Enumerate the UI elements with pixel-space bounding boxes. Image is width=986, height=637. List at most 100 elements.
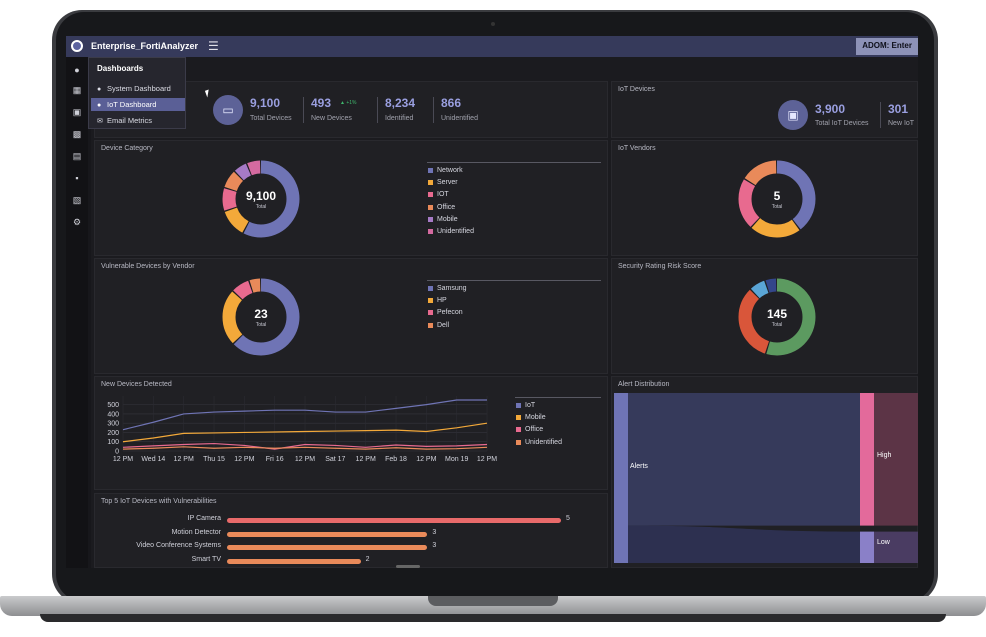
legend-label: Unidentified <box>437 228 474 235</box>
mail-icon: ✉ <box>97 118 103 125</box>
legend-item[interactable]: Pefecon <box>428 309 463 316</box>
kpi-divider <box>433 97 434 123</box>
security-rating-total-label: Total <box>771 322 783 328</box>
sankey-high-node[interactable] <box>860 393 874 526</box>
app-title: Enterprise_FortiAnalyzer <box>91 41 199 51</box>
legend-item[interactable]: Unidentified <box>428 228 474 235</box>
series-line-iot[interactable] <box>122 399 487 431</box>
series-line-unidentified[interactable] <box>122 446 488 450</box>
vulnerable-devices-slice[interactable] <box>222 278 300 356</box>
legend-swatch <box>428 168 433 173</box>
bar[interactable] <box>227 545 428 550</box>
iot-chip-icon: ▣ <box>778 100 808 130</box>
report-icon[interactable]: ▩ <box>72 129 82 139</box>
vulnerable-devices-total: 23 <box>254 307 268 321</box>
security-rating-donut <box>738 278 816 356</box>
dashboard-icon: ● <box>97 102 102 109</box>
y-tick-label: 400 <box>107 411 119 418</box>
x-tick-label: 12 PM <box>113 456 133 463</box>
hamburger-menu-icon[interactable]: ☰ <box>208 39 219 53</box>
legend-label: Server <box>437 179 458 187</box>
new-devices-delta-text: +1% <box>346 100 357 106</box>
device-category-slice[interactable] <box>222 160 300 238</box>
iot-vendors-slice[interactable] <box>738 160 816 238</box>
bar[interactable] <box>227 558 361 564</box>
storage-icon[interactable]: ▪ <box>75 173 79 183</box>
menu-item-iot-dashboard[interactable]: ● IoT Dashboard <box>91 98 185 111</box>
bar-label: Video Conference Systems <box>136 542 221 549</box>
legend-item[interactable]: Dell <box>428 322 449 329</box>
series-line-office[interactable] <box>122 442 488 450</box>
legend-swatch <box>516 427 521 433</box>
legend-label: Unidentified <box>525 438 562 446</box>
menu-item-system-dashboard[interactable]: ● System Dashboard <box>91 82 185 95</box>
left-nav-rail: ● ▦ ▣ ▩ ▤ ▪ ▧ ⚙ ☰ <box>66 57 88 568</box>
legend-swatch <box>428 180 433 186</box>
x-tick-label: 12 PM <box>174 456 194 463</box>
list-icon[interactable]: ▧ <box>72 195 82 205</box>
total-iot-label: Total IoT Devices <box>815 120 869 127</box>
legend-swatch <box>428 322 433 328</box>
horizontal-scrollbar[interactable] <box>396 565 420 568</box>
vulnerable-devices-slice[interactable] <box>222 278 300 356</box>
total-devices-value: 9,100 <box>250 96 281 110</box>
new-devices-panel: New Devices Detected 500 400 300 200 100 0 12 … <box>94 376 608 490</box>
security-rating-total: 145 <box>766 307 788 321</box>
adom-selector[interactable]: ADOM: Enter <box>856 38 918 55</box>
device-category-title: Device Category <box>101 145 153 152</box>
legend-divider <box>515 397 601 398</box>
iot-vendors-slice[interactable] <box>738 160 816 238</box>
bar[interactable] <box>227 518 561 523</box>
device-category-total-label: Total <box>255 204 267 210</box>
device-category-slice[interactable] <box>222 160 300 238</box>
legend-item[interactable]: Unidentified <box>516 439 562 446</box>
sankey-flow-high[interactable] <box>628 393 860 526</box>
bar-value-label: 3 <box>432 528 437 536</box>
x-tick-label: Sat 17 <box>325 456 345 463</box>
legend-label: HP <box>437 297 447 305</box>
dashboard-icon[interactable]: ● <box>74 65 80 75</box>
y-tick-label: 300 <box>107 421 119 428</box>
legend-item[interactable]: Server <box>428 179 458 186</box>
settings-icon[interactable]: ⚙ <box>72 217 82 227</box>
network-icon[interactable]: ▣ <box>72 107 82 117</box>
iot-devices-title: IoT Devices <box>618 86 655 93</box>
device-category-panel: Device Category 9,100 Total Network Serve… <box>94 140 608 256</box>
legend-item[interactable]: Mobile <box>516 414 546 421</box>
legend-label: Samsung <box>437 285 467 292</box>
iot-vendors-slice[interactable] <box>738 160 816 238</box>
security-rating-slice[interactable] <box>738 278 816 356</box>
legend-item[interactable]: Office <box>516 426 543 433</box>
iot-vendors-total-label: Total <box>771 204 783 210</box>
series-line-mobile[interactable] <box>122 422 488 443</box>
legend-item[interactable]: Network <box>428 167 463 174</box>
legend-label: Mobile <box>437 215 458 223</box>
log-icon[interactable]: ▤ <box>72 151 82 161</box>
sankey-high-label: High <box>877 452 892 459</box>
security-rating-slice[interactable] <box>738 278 816 356</box>
bar-value-label: 5 <box>566 515 570 522</box>
sankey-high-band[interactable] <box>874 393 918 526</box>
legend-item[interactable]: Samsung <box>428 285 467 292</box>
menu-item-email-metrics[interactable]: ✉ Email Metrics <box>91 114 185 127</box>
legend-item[interactable]: Office <box>428 204 455 211</box>
sankey-flow-low[interactable] <box>628 525 860 563</box>
sankey-source-label: Alerts <box>630 463 648 470</box>
sankey-low-node[interactable] <box>860 531 874 563</box>
legend-label: Mobile <box>525 414 546 422</box>
kpi-divider <box>880 102 881 128</box>
sankey-low-band[interactable] <box>874 531 918 563</box>
laptop-base-shadow <box>40 614 946 622</box>
legend-item[interactable]: IoT <box>516 402 535 409</box>
grid-icon[interactable]: ▦ <box>72 85 82 95</box>
legend-swatch <box>516 415 521 421</box>
legend-item[interactable]: Mobile <box>428 216 458 223</box>
app-logo-icon <box>71 40 83 52</box>
bar[interactable] <box>227 531 428 537</box>
x-tick-label: Thu 15 <box>203 456 225 463</box>
sankey-source-node[interactable] <box>614 393 628 563</box>
legend-item[interactable]: HP <box>428 297 447 304</box>
security-rating-panel: Security Rating Risk Score 145 Total <box>611 258 918 374</box>
legend-item[interactable]: IOT <box>428 191 449 198</box>
